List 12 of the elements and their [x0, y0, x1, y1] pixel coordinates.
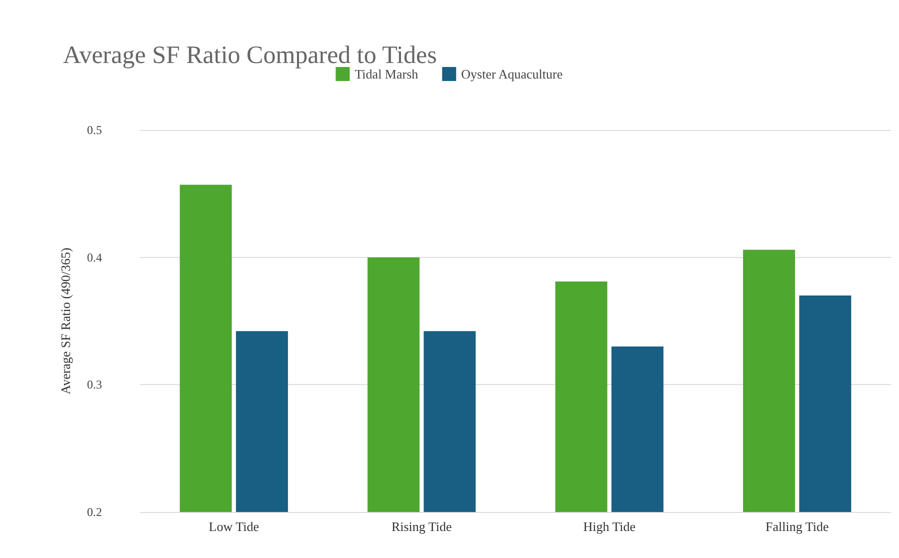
y-tick-label: 0.2 — [87, 505, 102, 519]
y-tick-label: 0.5 — [87, 123, 102, 137]
chart-title: Average SF Ratio Compared to Tides — [63, 42, 437, 69]
x-tick-label: Rising Tide — [391, 519, 452, 534]
x-tick-label: Falling Tide — [766, 519, 829, 534]
legend-label: Tidal Marsh — [354, 66, 419, 82]
x-tick-label: High Tide — [583, 519, 636, 534]
y-tick-label: 0.4 — [87, 250, 102, 264]
legend-label: Oyster Aquaculture — [461, 66, 563, 82]
y-tick-label: 0.3 — [87, 378, 102, 392]
y-axis-title: Average SF Ratio (490/365) — [58, 248, 73, 394]
x-tick-label: Low Tide — [208, 519, 260, 534]
